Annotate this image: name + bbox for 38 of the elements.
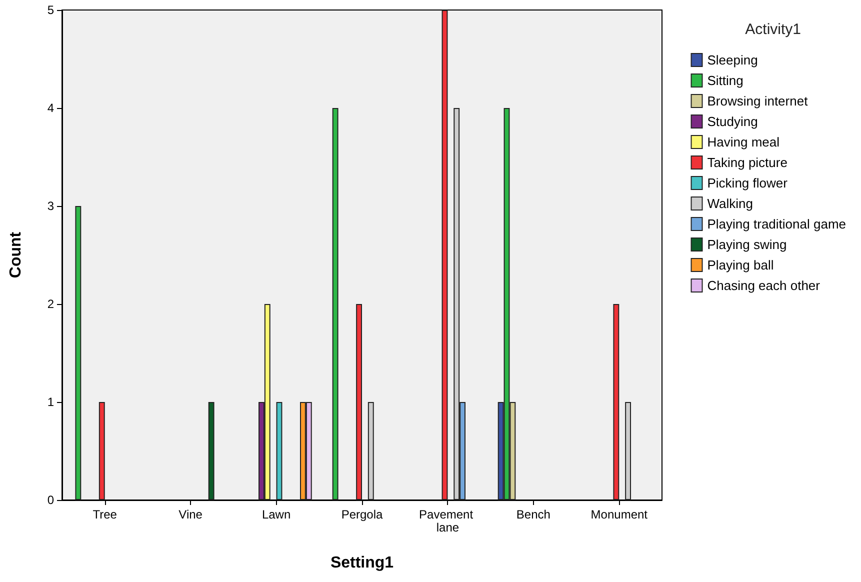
y-tick-label: 1 bbox=[47, 395, 54, 409]
x-tick-label: Pavement lane bbox=[419, 508, 476, 534]
legend-label: Playing ball bbox=[707, 258, 774, 272]
x-tick-label: Monument bbox=[590, 508, 648, 522]
x-tick-label: Bench bbox=[516, 508, 550, 522]
x-tick-label: Vine bbox=[178, 508, 203, 522]
legend-label: Sitting bbox=[707, 73, 744, 88]
bar bbox=[368, 402, 374, 500]
y-tick-label: 3 bbox=[47, 199, 54, 213]
legend-label: Having meal bbox=[707, 134, 780, 150]
bar bbox=[442, 10, 448, 500]
legend-title: Activity1 bbox=[745, 21, 802, 38]
y-axis-title: Count bbox=[8, 231, 24, 278]
legend-label: Walking bbox=[707, 196, 754, 211]
bar bbox=[98, 402, 105, 500]
y-tick-label: 4 bbox=[47, 101, 54, 115]
x-tick-label: Lawn bbox=[262, 508, 291, 522]
legend-label: Browsing internet bbox=[707, 94, 808, 108]
bar bbox=[625, 402, 631, 500]
legend-label: Studying bbox=[707, 114, 758, 129]
legend-label: Picking flower bbox=[707, 176, 788, 190]
y-tick-label: 5 bbox=[47, 3, 54, 17]
x-axis-title: Setting1 bbox=[330, 554, 394, 572]
legend-label: Playing traditional game bbox=[707, 216, 846, 232]
x-tick-label: Tree bbox=[92, 508, 118, 522]
y-tick-label: 2 bbox=[47, 297, 54, 311]
legend-label: Sleeping bbox=[707, 52, 758, 68]
bar bbox=[613, 304, 620, 500]
bar bbox=[332, 108, 338, 500]
x-tick-label: Pergola bbox=[341, 508, 383, 522]
legend-label: Chasing each other bbox=[707, 278, 821, 293]
bar bbox=[276, 402, 282, 500]
legend-label: Taking picture bbox=[707, 155, 788, 170]
y-tick-label: 0 bbox=[47, 493, 54, 507]
legend-label: Playing swing bbox=[707, 237, 787, 252]
bar bbox=[356, 304, 362, 500]
bar bbox=[75, 206, 82, 500]
bar bbox=[208, 402, 214, 500]
